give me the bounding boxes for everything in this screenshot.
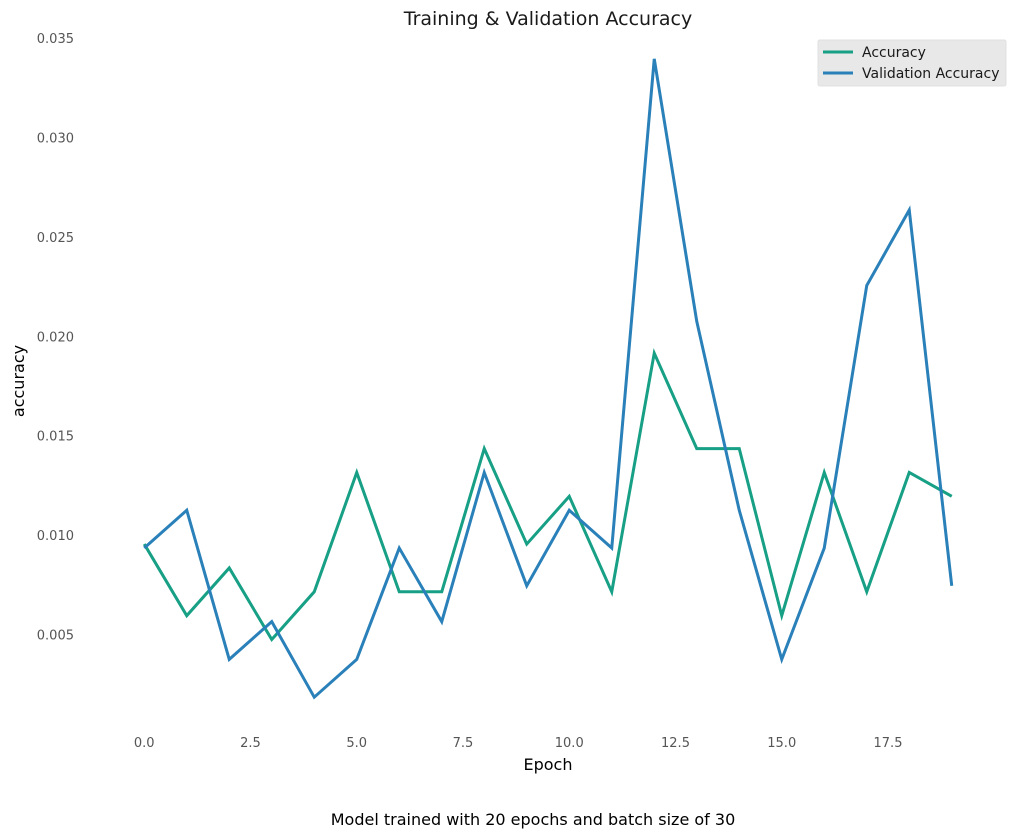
y-tick-label: 0.005 xyxy=(37,629,74,644)
x-tick-label: 10.0 xyxy=(555,736,584,751)
y-axis-label: accuracy xyxy=(9,345,28,417)
x-tick-label: 15.0 xyxy=(767,736,796,751)
legend-label-validation-accuracy: Validation Accuracy xyxy=(862,66,1000,82)
x-axis-ticks: 0.0 2.5 5.0 7.5 10.0 12.5 15.0 17.5 xyxy=(134,736,903,751)
y-tick-label: 0.025 xyxy=(37,231,74,246)
y-tick-label: 0.020 xyxy=(37,330,74,345)
series-lines xyxy=(142,58,954,700)
chart-caption: Model trained with 20 epochs and batch s… xyxy=(331,810,736,829)
x-tick-label: 2.5 xyxy=(240,736,261,751)
legend-label-accuracy: Accuracy xyxy=(862,45,926,61)
x-tick-label: 12.5 xyxy=(661,736,690,751)
y-tick-label: 0.035 xyxy=(37,32,74,47)
series-line-accuracy xyxy=(142,348,953,643)
x-tick-label: 0.0 xyxy=(134,736,155,751)
y-tick-label: 0.030 xyxy=(37,131,74,146)
series-line-validation-accuracy xyxy=(143,58,954,700)
y-tick-label: 0.010 xyxy=(37,529,74,544)
x-tick-label: 7.5 xyxy=(453,736,474,751)
legend-box xyxy=(817,39,1007,87)
legend: Accuracy Validation Accuracy xyxy=(817,39,1007,87)
chart-title: Training & Validation Accuracy xyxy=(403,8,692,30)
x-tick-label: 5.0 xyxy=(346,736,367,751)
x-tick-label: 17.5 xyxy=(874,736,903,751)
x-axis-label: Epoch xyxy=(524,755,573,774)
y-axis-ticks: 0.005 0.010 0.015 0.020 0.025 0.030 0.035 xyxy=(37,32,74,644)
y-tick-label: 0.015 xyxy=(37,430,74,445)
